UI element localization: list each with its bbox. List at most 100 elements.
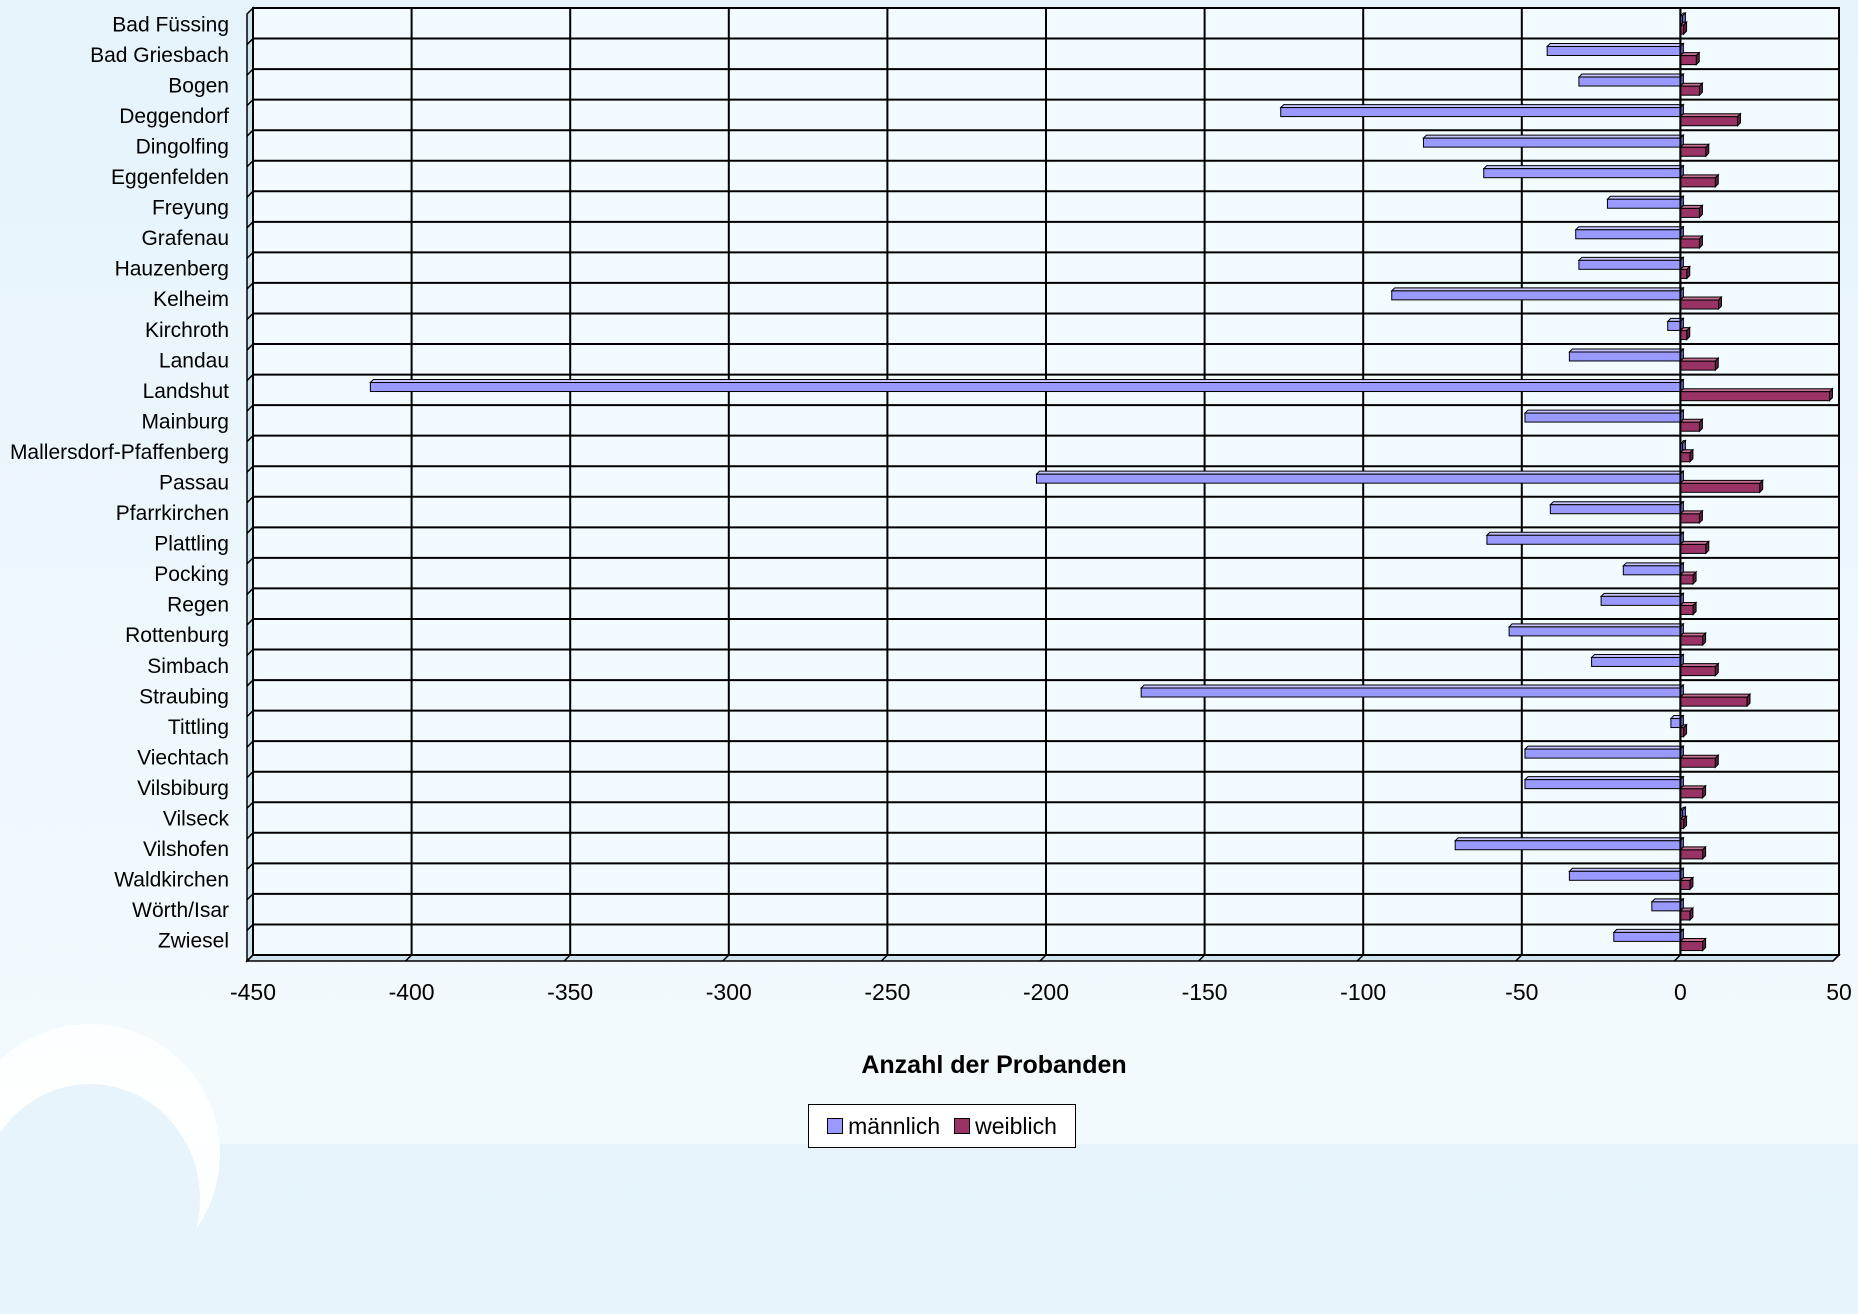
x-tick-label: 50: [1826, 979, 1852, 1005]
bar-maennlich: [1622, 561, 1685, 577]
bar-maennlich: [1590, 653, 1685, 668]
bar-weiblich: [1679, 326, 1691, 341]
bar-weiblich: [1679, 723, 1688, 738]
bar-maennlich: [1523, 775, 1685, 790]
category-label: Zwiesel: [158, 930, 229, 953]
grid-line-wall: [246, 343, 254, 351]
grid-line-floor: [1356, 954, 1364, 962]
bar-maennlich: [1139, 683, 1685, 699]
category-label: Landau: [159, 349, 229, 372]
bar-maennlich: [1650, 897, 1685, 913]
bar-weiblich: [1679, 295, 1723, 311]
bar-maennlich: [1669, 714, 1685, 729]
x-tick-label: -100: [1340, 979, 1386, 1005]
bar-weiblich: [1679, 845, 1707, 861]
grid-line-wall: [246, 404, 254, 412]
legend-swatch-maennlich: [827, 1118, 844, 1134]
grid-line-wall: [246, 160, 254, 168]
category-label: Passau: [159, 472, 229, 495]
x-tick-label: -200: [1023, 979, 1069, 1005]
category-label: Regen: [167, 594, 229, 617]
bar-maennlich: [1035, 469, 1685, 485]
bar-maennlich: [1545, 42, 1685, 57]
category-label: Grafenau: [141, 227, 229, 250]
legend-label-weiblich: weiblich: [975, 1112, 1057, 1139]
bar-maennlich: [1612, 928, 1685, 943]
grid-line-wall: [246, 465, 254, 473]
category-label: Pfarrkirchen: [116, 502, 229, 525]
category-label: Kelheim: [153, 288, 229, 311]
legend-item-maennlich: männlich: [827, 1113, 940, 1140]
grid-line-wall: [246, 435, 254, 443]
grid-line-wall: [246, 710, 254, 718]
bar-weiblich: [1679, 204, 1704, 219]
category-label: Rottenburg: [125, 624, 229, 647]
bar-maennlich: [1606, 195, 1685, 210]
bar-maennlich: [1523, 744, 1685, 760]
bar-weiblich: [1679, 876, 1695, 891]
category-label: Vilsbiburg: [137, 777, 229, 800]
bar-weiblich: [1679, 754, 1720, 769]
bar-weiblich: [1679, 387, 1834, 402]
grid-line-floor: [1515, 954, 1523, 962]
grid-line-wall: [246, 862, 254, 870]
grid-line-wall: [246, 221, 254, 229]
legend-swatch-weiblich: [954, 1118, 971, 1134]
grid-line-floor: [1039, 954, 1047, 962]
grid-line-floor: [880, 954, 888, 962]
bar-weiblich: [1679, 570, 1698, 586]
category-label: Deggendorf: [119, 105, 229, 128]
category-label: Freyung: [152, 197, 229, 220]
bar-weiblich: [1679, 906, 1695, 922]
category-label: Simbach: [147, 655, 229, 678]
grid-line-floor: [1673, 954, 1681, 962]
bar-maennlich: [1549, 500, 1685, 515]
category-label: Vilseck: [163, 808, 230, 831]
grid-line-wall: [246, 740, 254, 748]
grid-line-wall: [246, 557, 254, 565]
grid-line-wall: [246, 190, 254, 198]
grid-line-wall: [246, 68, 254, 76]
bar-weiblich: [1679, 479, 1764, 494]
category-label: Eggenfelden: [111, 166, 229, 189]
bar-weiblich: [1679, 662, 1720, 677]
bar-weiblich: [1679, 601, 1698, 616]
bar-maennlich: [1574, 225, 1685, 240]
grid-line-wall: [246, 618, 254, 626]
bar-weiblich: [1679, 937, 1707, 952]
bar-chart: Bad Füssing Bad Griesbach Bogen Deggendorf D…: [10, 6, 1852, 1079]
category-label: Mallersdorf-Pfaffenberg: [10, 441, 229, 464]
grid-line-wall: [246, 923, 254, 931]
bar-maennlich: [1599, 592, 1685, 607]
bar-maennlich: [1507, 622, 1685, 638]
x-tick-label: -250: [864, 979, 910, 1005]
bar-weiblich: [1679, 815, 1688, 830]
grid-line-wall: [246, 832, 254, 840]
bar-maennlich: [369, 378, 1685, 393]
bar-weiblich: [1679, 784, 1707, 800]
x-tick-label: -450: [230, 979, 276, 1005]
x-tick-label: -350: [547, 979, 593, 1005]
grid-line-wall: [246, 99, 254, 107]
grid-line-wall: [246, 374, 254, 382]
grid-line-wall: [246, 679, 254, 687]
category-label: Dingolfing: [136, 135, 229, 158]
grid-line-wall: [246, 526, 254, 534]
grid-line-floor: [722, 954, 730, 962]
bar-maennlich: [1523, 408, 1685, 424]
category-label: Landshut: [143, 380, 230, 403]
grid-line-wall: [246, 771, 254, 779]
bar-maennlich: [1279, 103, 1685, 118]
bar-maennlich: [1577, 72, 1685, 88]
grid-line-floor: [1198, 954, 1206, 962]
bar-weiblich: [1679, 509, 1704, 525]
grid-line-wall: [246, 129, 254, 137]
category-label: Hauzenberg: [115, 258, 229, 281]
x-axis-label: Anzahl der Probanden: [861, 1051, 1126, 1079]
bar-maennlich: [1482, 164, 1685, 179]
x-tick-label: -50: [1505, 979, 1538, 1005]
legend-label-maennlich: männlich: [848, 1112, 941, 1139]
category-label: Plattling: [154, 533, 229, 556]
category-label: Bogen: [168, 74, 229, 97]
bar-maennlich: [1453, 836, 1685, 851]
